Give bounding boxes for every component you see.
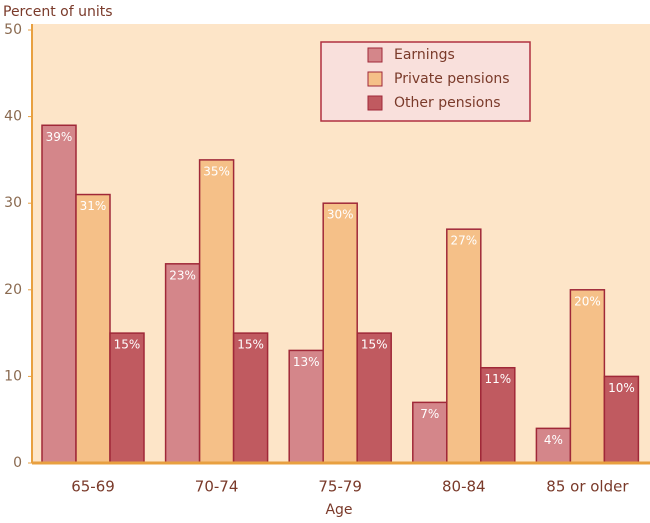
value-label: 4% [544, 433, 563, 447]
y-tick-label: 20 [4, 282, 22, 298]
x-axis-title: Age [325, 502, 352, 518]
y-tick-label: 50 [4, 22, 22, 38]
y-tick-label: 40 [4, 109, 22, 125]
bar [198, 159, 235, 464]
bar [603, 375, 640, 464]
x-tick-label: 70-74 [195, 478, 239, 496]
legend-box [320, 41, 531, 122]
value-label: 20% [574, 294, 601, 308]
bar [41, 124, 77, 464]
bar [569, 289, 606, 464]
bar [446, 228, 482, 464]
x-tick-label: 75-79 [318, 478, 362, 496]
value-label: 31% [80, 199, 107, 213]
x-tick-label: 65-69 [71, 478, 115, 496]
legend-swatch [367, 95, 383, 111]
value-label: 39% [46, 130, 73, 144]
value-label: 13% [293, 355, 320, 369]
bar [412, 401, 448, 464]
value-label: 35% [203, 164, 230, 178]
value-label: 7% [420, 407, 439, 421]
y-tick-label: 10 [4, 368, 22, 384]
value-label: 11% [484, 372, 511, 386]
value-label: 30% [327, 208, 354, 222]
legend-swatch [367, 47, 383, 63]
y-axis-title: Percent of units [3, 4, 113, 20]
legend-label: Other pensions [394, 95, 501, 111]
bar [232, 332, 269, 464]
y-tick-label: 30 [4, 195, 22, 211]
bar [109, 332, 145, 464]
legend-label: Private pensions [394, 71, 510, 87]
y-tick-label: 0 [13, 455, 22, 471]
value-label: 10% [608, 381, 635, 395]
value-label: 15% [114, 338, 141, 352]
value-label: 23% [169, 268, 196, 282]
bar [75, 193, 111, 464]
bar [322, 202, 358, 464]
legend-swatch [367, 71, 383, 87]
bar [164, 263, 201, 464]
value-label: 15% [237, 338, 264, 352]
bar [356, 332, 392, 464]
value-label: 27% [450, 234, 477, 248]
x-tick-label: 85 or older [546, 478, 629, 496]
value-label: 15% [361, 338, 388, 352]
legend-label: Earnings [394, 47, 455, 63]
x-tick-label: 80-84 [442, 478, 486, 496]
bar [535, 427, 572, 464]
